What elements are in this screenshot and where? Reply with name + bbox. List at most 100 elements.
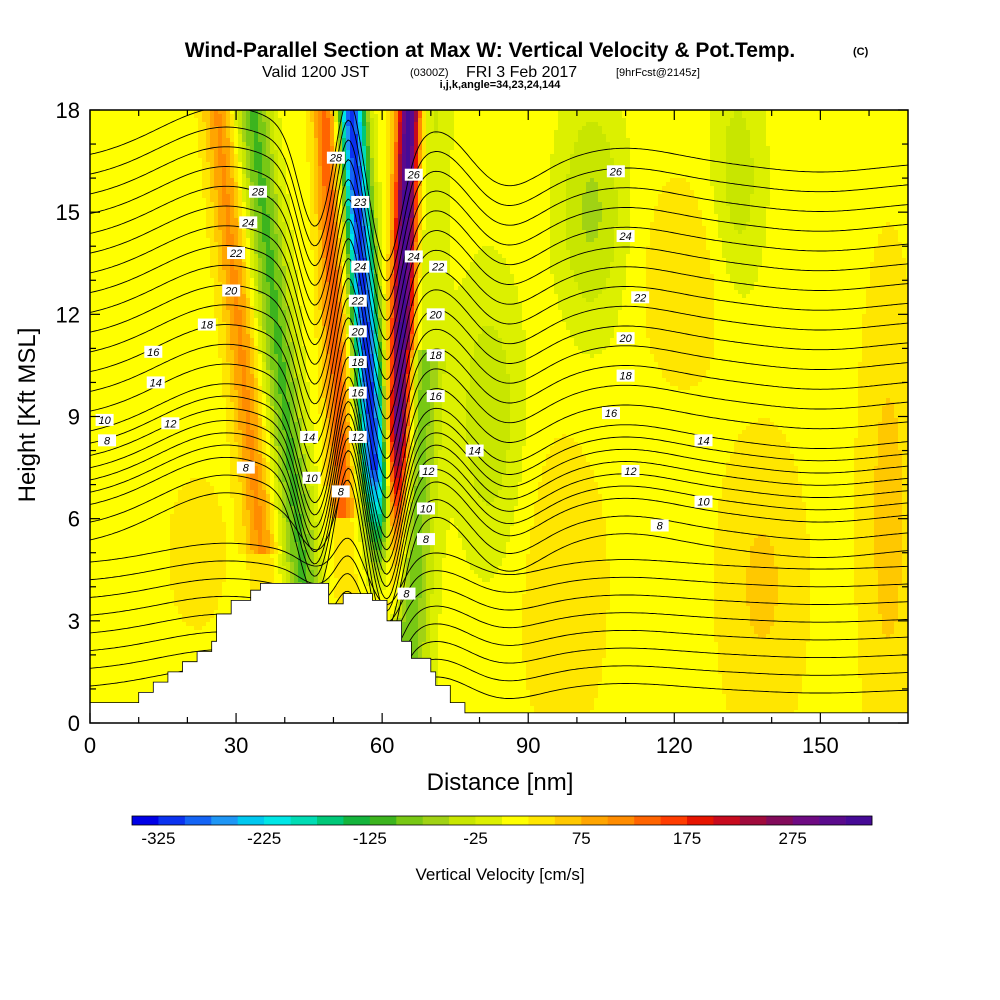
contour-label-text: 24 — [241, 217, 254, 229]
contour-label-text: 14 — [469, 446, 481, 458]
colorbar-tick-label: -125 — [353, 829, 387, 848]
colorbar-swatch — [291, 816, 318, 825]
contour-label-text: 10 — [98, 415, 111, 427]
contour-label: 14 — [300, 431, 318, 444]
contour-label: 28 — [249, 186, 267, 199]
contour-label: 18 — [198, 319, 216, 332]
contour-label: 22 — [349, 295, 367, 308]
y-tick-label: 3 — [68, 609, 80, 634]
contour-label-text: 10 — [420, 503, 433, 515]
contour-label-text: 12 — [352, 432, 364, 444]
colorbar-swatch — [132, 816, 159, 825]
contour-label-text: 10 — [305, 473, 318, 485]
colorbar-swatch — [343, 816, 370, 825]
colorbar-swatch — [740, 816, 767, 825]
y-tick-label: 12 — [56, 302, 80, 327]
contour-label-text: 14 — [303, 432, 315, 444]
colorbar-swatch — [264, 816, 291, 825]
colorbar-swatch — [661, 816, 688, 825]
contour-label-text: 18 — [352, 357, 365, 369]
contour-label: 24 — [239, 216, 257, 229]
contour-label: 12 — [349, 431, 367, 444]
colorbar-swatch — [396, 816, 423, 825]
contour-label-text: 16 — [147, 347, 160, 359]
contour-label: 8 — [237, 462, 255, 475]
chart: Wind-Parallel Section at Max W: Vertical… — [0, 0, 1000, 1000]
x-tick-label: 30 — [224, 733, 248, 758]
colorbar-swatch — [766, 816, 793, 825]
contour-label-text: 24 — [353, 262, 366, 274]
x-tick-label: 60 — [370, 733, 394, 758]
contour-label-text: 20 — [351, 326, 365, 338]
contour-label: 22 — [429, 261, 447, 274]
contour-label: 10 — [417, 502, 435, 515]
contour-label: 18 — [427, 349, 445, 362]
contour-label-text: 22 — [351, 296, 364, 308]
contour-label: 16 — [602, 407, 620, 420]
contour-label: 18 — [349, 356, 367, 369]
contour-label-text: 18 — [201, 320, 214, 332]
subtitle-valid: Valid 1200 JST — [262, 64, 370, 81]
contour-label-text: 22 — [431, 262, 444, 274]
contour-label: 8 — [651, 519, 669, 532]
contour-label-text: 8 — [403, 589, 410, 601]
contour-label: 26 — [607, 165, 625, 178]
colorbar-swatch — [581, 816, 608, 825]
contour-label-text: 8 — [104, 435, 111, 447]
contour-label-text: 10 — [697, 497, 710, 509]
contour-label: 20 — [222, 284, 240, 297]
copyright-mark: (C) — [853, 46, 869, 58]
y-tick-label: 6 — [68, 507, 80, 532]
contour-label-text: 24 — [618, 231, 631, 243]
colorbar-swatch — [476, 816, 503, 825]
contour-label: 16 — [349, 387, 367, 400]
contour-label-text: 16 — [352, 388, 365, 400]
contour-label-text: 20 — [618, 333, 632, 345]
plot-area: 2828242220181614121088232422201816121410… — [90, 100, 911, 728]
contour-label: 10 — [96, 414, 114, 427]
contour-label: 8 — [98, 434, 116, 447]
contour-label-text: 16 — [605, 408, 618, 420]
colorbar-tick-label: -325 — [141, 829, 175, 848]
x-tick-label: 90 — [516, 733, 540, 758]
contour-label: 12 — [419, 465, 437, 478]
contour-label: 10 — [695, 496, 713, 509]
colorbar-swatch — [608, 816, 635, 825]
colorbar-swatch — [238, 816, 265, 825]
contour-label: 8 — [397, 588, 415, 601]
colorbar-swatch — [158, 816, 185, 825]
colorbar-swatch — [528, 816, 555, 825]
contour-label: 24 — [351, 261, 369, 274]
colorbar-tick-label: 175 — [673, 829, 701, 848]
contour-label-text: 22 — [633, 292, 646, 304]
colorbar-swatch — [687, 816, 714, 825]
contour-label-text: 18 — [430, 350, 443, 362]
contour-label: 12 — [621, 465, 639, 478]
colorbar-swatch — [449, 816, 476, 825]
contour-label: 12 — [161, 417, 179, 430]
contour-label-text: 14 — [150, 377, 162, 389]
contour-label: 28 — [327, 152, 345, 165]
contour-label-text: 24 — [407, 251, 420, 263]
y-tick-label: 15 — [56, 200, 80, 225]
colorbar-swatch — [211, 816, 238, 825]
contour-label: 24 — [617, 230, 635, 243]
contour-label-text: 12 — [422, 466, 434, 478]
contour-label-text: 8 — [243, 463, 250, 475]
contour-label: 26 — [405, 169, 423, 182]
contour-label-text: 8 — [657, 520, 664, 532]
contour-label: 20 — [349, 325, 367, 338]
contour-label-text: 26 — [407, 170, 421, 182]
contour-label: 24 — [405, 250, 423, 263]
velocity-field — [90, 110, 911, 727]
contour-label-text: 26 — [609, 166, 623, 178]
contour-label: 22 — [227, 247, 245, 260]
contour-label-text: 28 — [251, 187, 265, 199]
x-tick-label: 120 — [656, 733, 693, 758]
colorbar-label: Vertical Velocity [cm/s] — [415, 865, 584, 884]
contour-label: 8 — [332, 485, 350, 498]
colorbar — [132, 816, 872, 825]
contour-label-text: 22 — [229, 248, 242, 260]
contour-label: 18 — [617, 370, 635, 383]
x-tick-label: 0 — [84, 733, 96, 758]
